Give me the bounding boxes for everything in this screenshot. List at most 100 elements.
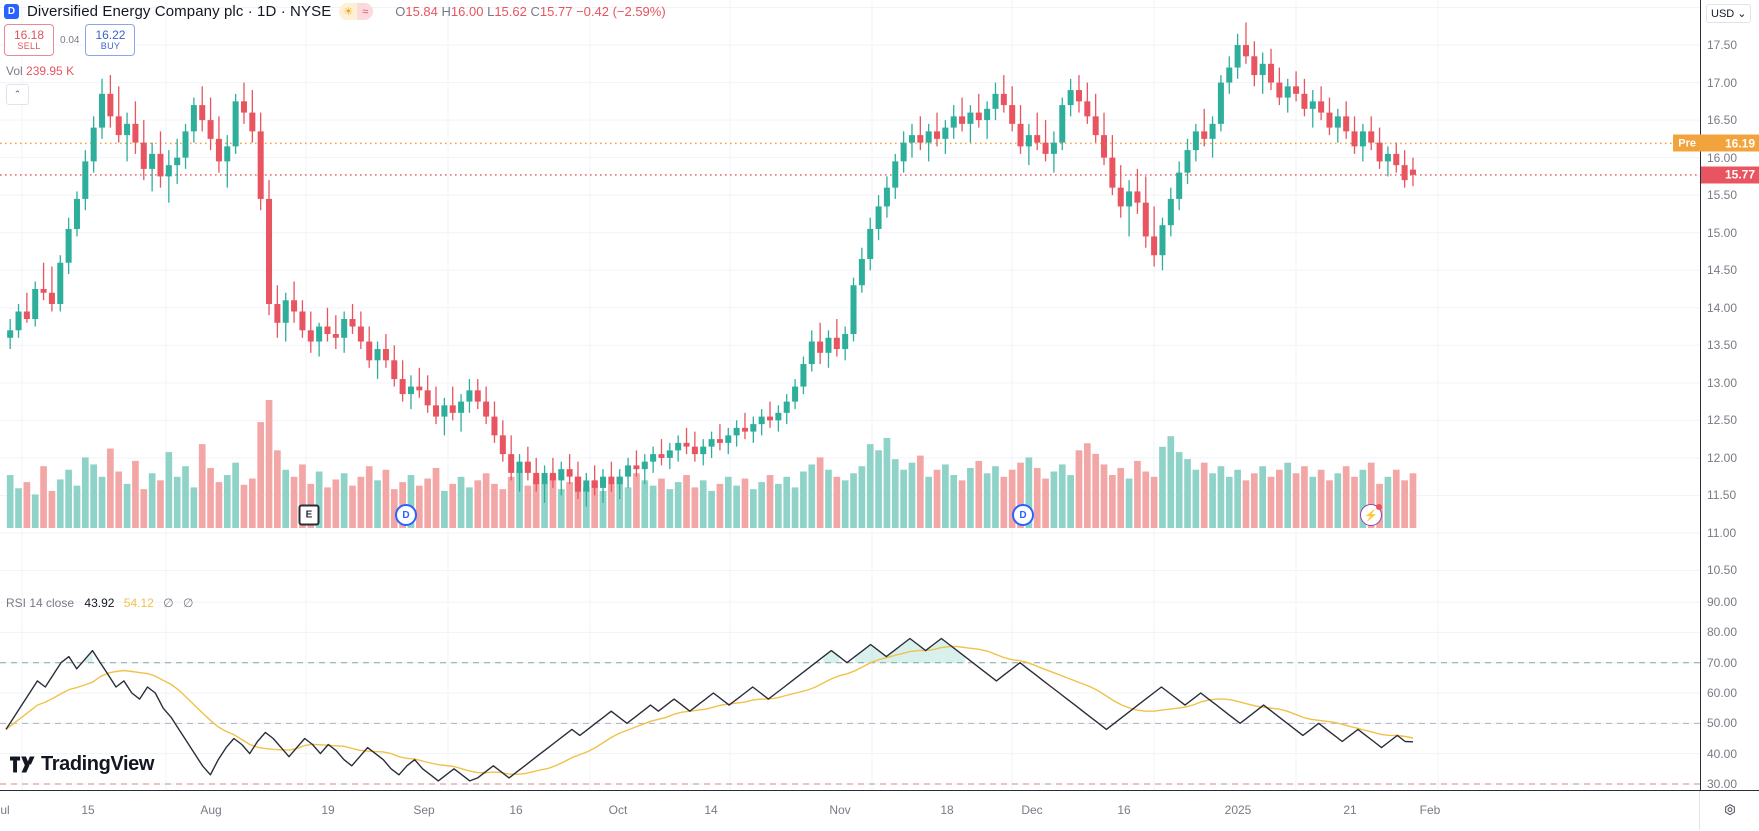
time-tick: Feb [1419,803,1441,817]
price-tick: 16.00 [1707,150,1738,165]
price-tick: 11.50 [1707,488,1737,503]
rsi-legend[interactable]: RSI 14 close 43.92 54.12 ∅ ∅ [6,596,193,610]
time-tick: 2025 [1224,803,1252,817]
symbol-logo-icon: D [4,4,19,19]
ohlc-values: O15.84 H16.00 L15.62 C15.77 −0.42 (−2.59… [395,4,665,19]
time-tick: 21 [1343,803,1357,817]
price-scale[interactable]: USD ⌄ 17.50 17.00 16.50 16.00 15.50 15.00 14.5… [1673,0,1759,791]
time-tick: Oct [608,803,628,817]
rsi-tick: 70.00 [1707,655,1738,670]
price-tick: 14.00 [1707,300,1738,315]
order-widget[interactable]: 16.18 SELL 0.04 16.22 BUY [4,24,136,56]
price-tick: 15.50 [1707,188,1738,203]
sell-button[interactable]: 16.18 SELL [4,24,54,56]
tradingview-mark-icon [10,756,35,773]
time-tick: Sep [413,803,435,817]
marker-label: E [305,509,313,521]
volume-legend[interactable]: Vol 239.95 K [6,64,74,78]
rsi-grid [0,593,1700,790]
spread-value: 0.04 [60,34,80,46]
time-tick: Nov [829,803,851,817]
pre-market-tag: Pre [1673,134,1701,152]
price-tick: 11.00 [1707,525,1737,540]
rsi-pane[interactable] [0,593,1700,790]
last-price-pill: 15.77 [1701,166,1759,184]
high-label: H [441,4,451,19]
rsi-tick: 40.00 [1707,746,1738,761]
market-open-sun-icon: ☀ [339,3,358,20]
currency-selector[interactable]: USD ⌄ [1706,4,1752,23]
time-tick: 19 [321,803,335,817]
rsi-tick: 50.00 [1707,716,1738,731]
price-tick: 10.50 [1707,563,1738,578]
price-tick: 13.00 [1707,375,1738,390]
price-tick: 12.00 [1707,450,1738,465]
marker-label: ⚡ [1364,509,1378,522]
price-tick: 12.50 [1707,413,1738,428]
chevron-down-icon: ⌄ [1737,8,1747,20]
time-tick: 16 [509,803,523,817]
event-marker[interactable]: ⚡ [1360,504,1382,526]
rsi-title: RSI 14 close [6,596,75,610]
tradingview-watermark: TradingView [10,753,154,776]
price-tick: 17.50 [1707,38,1738,53]
rsi-null-2: ∅ [182,596,194,610]
close-value: 15.77 [539,4,573,19]
price-tick: 17.00 [1707,75,1738,90]
buy-button[interactable]: 16.22 BUY [85,24,136,56]
price-tick: 16.50 [1707,113,1738,128]
time-scale[interactable]: ul 15 Aug 19 Sep 16 Oct 14 Nov 18 Dec 16 2025 21 Feb [0,790,1759,831]
session-badges[interactable]: ☀ ≈ [339,3,374,20]
currency-label: USD [1711,7,1735,20]
marker-label: D [1019,509,1027,521]
gear-icon [1724,803,1735,815]
buy-label: BUY [100,40,121,51]
time-tick: 16 [1117,803,1131,817]
pre-market-price-pill: 16.19 [1701,134,1759,152]
tradingview-watermark-text: TradingView [41,753,155,775]
rsi-tick: 80.00 [1707,625,1738,640]
time-tick: Dec [1021,803,1043,817]
close-label: C [530,4,540,19]
price-tick: 15.00 [1707,225,1738,240]
dividend-marker[interactable]: D [1012,504,1034,526]
buy-price: 16.22 [95,27,126,42]
price-tick: 13.50 [1707,338,1738,353]
earnings-marker[interactable]: E [298,504,320,526]
marker-alert-dot [1376,504,1382,510]
volume-label: Vol [6,64,23,78]
time-tick: 15 [81,803,95,817]
rsi-null-1: ∅ [163,596,174,610]
dividend-marker[interactable]: D [395,504,417,526]
chart-legend: D Diversified Energy Company plc · 1D · … [4,3,666,20]
chevron-up-icon[interactable]: ⌃ [6,84,29,105]
low-label: L [487,4,495,19]
marker-label: D [402,509,410,521]
sell-price: 16.18 [13,27,45,42]
price-pane[interactable] [0,0,1700,593]
rsi-value: 43.92 [84,596,115,610]
volume-value: 239.95 K [26,64,75,78]
collapse-glyph: ⌃ [13,89,22,99]
high-value: 16.00 [450,4,484,19]
extended-hours-wave-icon: ≈ [357,3,374,20]
price-tick: 14.50 [1707,263,1738,278]
open-label: O [395,4,406,19]
rsi-tick: 60.00 [1707,686,1738,700]
rsi-tick: 90.00 [1707,595,1738,610]
time-tick: 18 [940,803,954,817]
low-value: 15.62 [494,4,527,19]
sell-label: SELL [17,40,41,51]
rsi-ma-value: 54.12 [123,596,154,610]
time-scale-settings-icon[interactable] [1699,791,1759,830]
symbol-title[interactable]: Diversified Energy Company plc · 1D · NY… [27,3,332,20]
open-value: 15.84 [405,4,438,19]
time-tick: 14 [704,803,718,817]
change-value: −0.42 (−2.59%) [576,4,666,19]
time-tick: ul [0,803,10,817]
rsi-tick: 30.00 [1707,776,1738,791]
rsi-plot [0,637,1700,785]
chart-area[interactable] [0,0,1700,790]
candlestick-plot [0,22,1700,528]
